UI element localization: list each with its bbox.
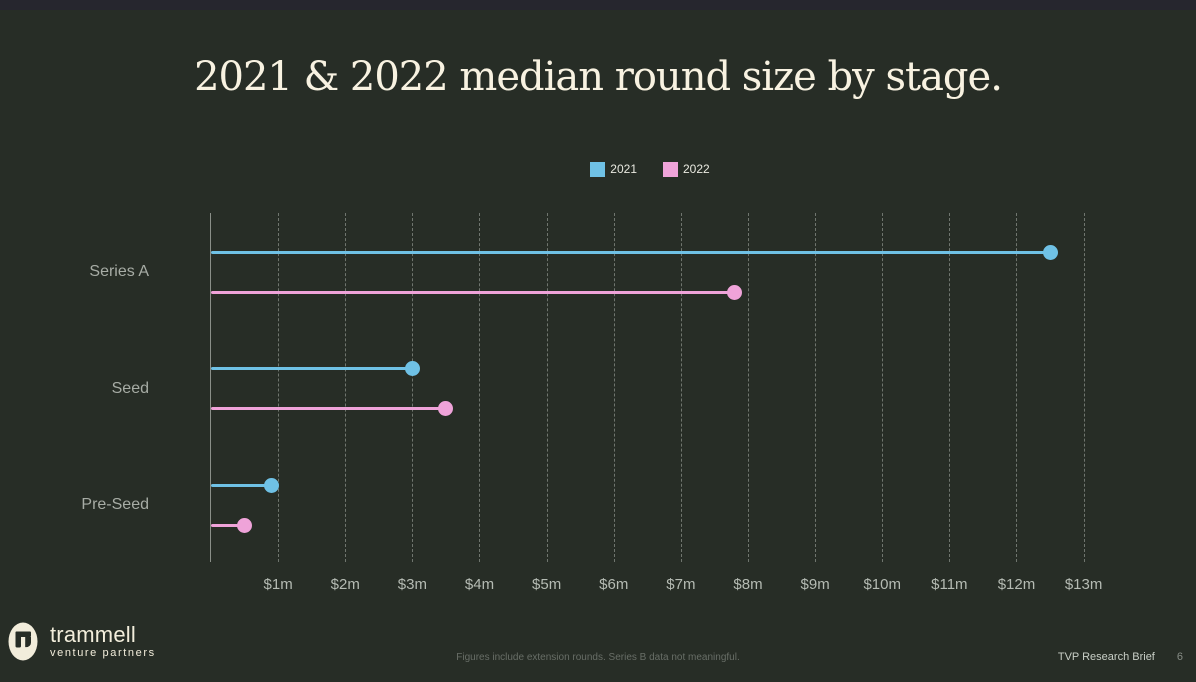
gridline-1m — [278, 213, 280, 562]
lollipop-pre-seed-2021-line — [211, 483, 272, 487]
page-number: 6 — [1176, 651, 1183, 663]
lollipop-pre-seed-2022-dot — [237, 517, 253, 533]
lollipop-seed-2021-line — [211, 367, 413, 370]
gridline-13m — [1083, 213, 1085, 562]
x-tick-label: $3m — [397, 576, 427, 593]
lollipop-seed-2021-dot — [404, 361, 420, 376]
logo-wordmark: trammell — [50, 621, 136, 647]
category-label-pre-seed: Pre-Seed — [81, 496, 149, 513]
x-tick-label: $4m — [464, 576, 495, 593]
x-tick-label: $6m — [599, 576, 629, 593]
trammell-logo: trammell venture partners — [8, 622, 156, 661]
gridline-9m — [815, 213, 817, 562]
x-tick-label: $11m — [931, 576, 968, 593]
logo-subtitle: venture partners — [50, 646, 156, 659]
gridline-6m — [613, 213, 615, 562]
footnote: Figures include extension rounds. Series… — [456, 652, 740, 663]
footer-label: TVP Research Brief — [1057, 651, 1155, 663]
legend-label: 2021 — [610, 162, 637, 176]
lollipop-seed-2022-dot — [438, 401, 454, 416]
lollipop-series-a-2022-line — [211, 290, 735, 294]
legend-item-2021: 2021 — [590, 161, 637, 177]
legend-swatch-2021 — [590, 161, 606, 177]
gridline-12m — [1016, 213, 1018, 562]
gridline-3m — [412, 213, 414, 562]
gridline-11m — [949, 213, 951, 562]
x-tick-label: $5m — [532, 576, 562, 593]
lollipop-series-a-2021-dot — [1042, 244, 1058, 260]
lollipop-pre-seed-2022-line — [211, 523, 245, 527]
x-tick-label: $1m — [263, 576, 293, 593]
legend-label: 2022 — [683, 162, 710, 176]
legend-item-2022: 2022 — [663, 161, 710, 177]
lollipop-series-a-2022-dot — [727, 284, 743, 300]
x-tick-label: $9m — [800, 576, 830, 593]
gridline-2m — [345, 213, 347, 562]
x-tick-label: $13m — [1064, 576, 1103, 593]
top-bar — [0, 0, 1196, 10]
lollipop-series-a-2021-line — [211, 250, 1051, 254]
x-tick-label: $2m — [330, 576, 360, 593]
trammell-logo-mark-icon — [8, 622, 38, 661]
x-tick-label: $7m — [666, 576, 696, 593]
logo-text: trammell venture partners — [50, 621, 156, 660]
category-label-seed: Seed — [111, 379, 149, 397]
slide-title: 2021 & 2022 median round size by stage. — [194, 54, 1003, 100]
x-tick-label: $12m — [997, 576, 1036, 593]
gridline-10m — [882, 213, 884, 562]
gridline-8m — [747, 213, 749, 562]
gridline-5m — [546, 213, 548, 562]
x-tick-label: $8m — [733, 576, 763, 593]
lollipop-seed-2022-line — [211, 407, 446, 410]
footer-right: TVP Research Brief 6 — [1058, 651, 1183, 663]
lollipop-pre-seed-2021-dot — [263, 477, 279, 493]
x-tick-label: $10m — [863, 576, 901, 593]
plot-area: $1m $2m $3m $4m $5m $6m $7m $8m $9m $10m $11m $12m $… — [81, 213, 1102, 593]
gridline-7m — [680, 213, 682, 562]
category-label-series-a: Series A — [89, 263, 149, 280]
chart-legend: 2021 2022 — [210, 161, 1090, 177]
gridline-4m — [479, 213, 481, 562]
legend-swatch-2022 — [663, 161, 678, 177]
